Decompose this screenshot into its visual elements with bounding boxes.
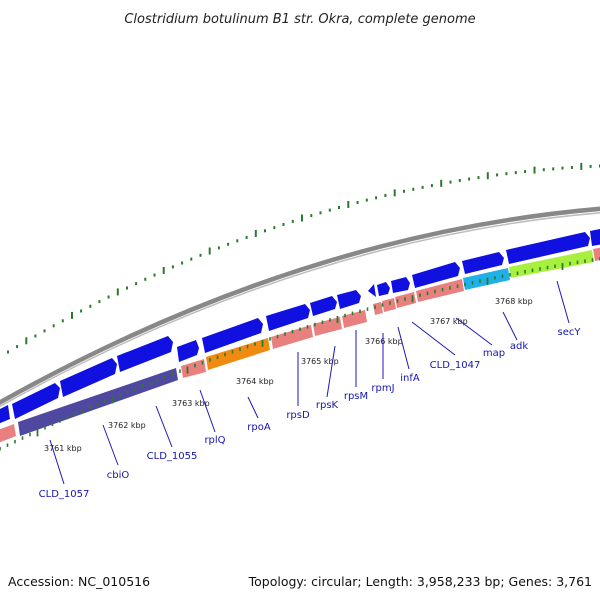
cds-arrow (0, 405, 10, 424)
feature-rna (416, 279, 464, 302)
feature-rna (342, 310, 367, 328)
kbp-label: 3761 kbp (44, 444, 82, 453)
gene-label-CLD_1057: CLD_1057 (39, 489, 90, 500)
kbp-label: 3765 kbp (301, 357, 339, 366)
cds-arrow (60, 358, 117, 397)
cds-arrow (412, 262, 460, 288)
gene-label-rpsD: rpsD (286, 410, 310, 421)
gene-label-rpsM: rpsM (344, 391, 368, 402)
feature-rna (373, 302, 383, 315)
kbp-label: 3767 kbp (430, 317, 468, 326)
gene-label-infA: infA (400, 373, 420, 384)
cds-arrow (117, 336, 173, 372)
kbp-label: 3768 kbp (495, 297, 533, 306)
cds-arrow (506, 232, 590, 264)
gene-label-rplQ: rplQ (204, 435, 225, 446)
outer-gc-dots (7, 162, 600, 354)
cds-arrow (368, 284, 376, 297)
feature-rna (0, 424, 16, 443)
gene-label-adk: adk (510, 341, 528, 352)
cds-arrow (337, 290, 361, 309)
kbp-label: 3764 kbp (236, 377, 274, 386)
gene-label-cbiO: cbiO (107, 470, 130, 481)
gene-label-map: map (483, 348, 505, 359)
reverse-strand-track (0, 247, 600, 443)
forward-strand-track (0, 229, 600, 424)
backbone-ring (0, 206, 600, 405)
feature-rna (271, 325, 313, 349)
gene-leader-lines (49, 280, 570, 485)
genome-summary-text: Topology: circular; Length: 3,958,233 bp… (248, 574, 592, 589)
cds-arrow (377, 282, 390, 296)
cds-arrow-reverse (18, 368, 178, 436)
kbp-label: 3763 kbp (172, 399, 210, 408)
feature-rna (313, 317, 342, 336)
kbp-label: 3766 kbp (365, 337, 403, 346)
genome-title: Clostridium botulinum B1 str. Okra, comp… (124, 12, 475, 27)
gene-label-rpsK: rpsK (316, 400, 339, 411)
cds-arrow (202, 318, 263, 353)
inner-tick-track (0, 257, 600, 451)
backbone-ring-shadow (0, 212, 600, 408)
cds-arrow (177, 340, 199, 362)
accession-text: Accession: NC_010516 (8, 574, 150, 589)
kbp-label: 3762 kbp (108, 421, 146, 430)
cds-arrow (391, 277, 410, 293)
gene-map-block (463, 268, 510, 290)
cds-arrow (590, 229, 600, 246)
gene-label-secY: secY (558, 327, 582, 338)
gene-rpoA (206, 338, 270, 370)
feature-rna (593, 247, 600, 261)
cds-arrow (266, 304, 310, 331)
gene-label-rpmJ: rpmJ (371, 383, 394, 394)
cds-arrow (12, 383, 60, 419)
gene-label-CLD_1055: CLD_1055 (147, 451, 198, 462)
cds-arrow (462, 252, 504, 274)
cds-arrow (310, 296, 337, 316)
gene-secY-block (509, 250, 594, 278)
gene-label-rpoA: rpoA (247, 422, 271, 433)
gene-label-CLD_1047: CLD_1047 (430, 360, 481, 371)
feature-rna (382, 298, 396, 312)
